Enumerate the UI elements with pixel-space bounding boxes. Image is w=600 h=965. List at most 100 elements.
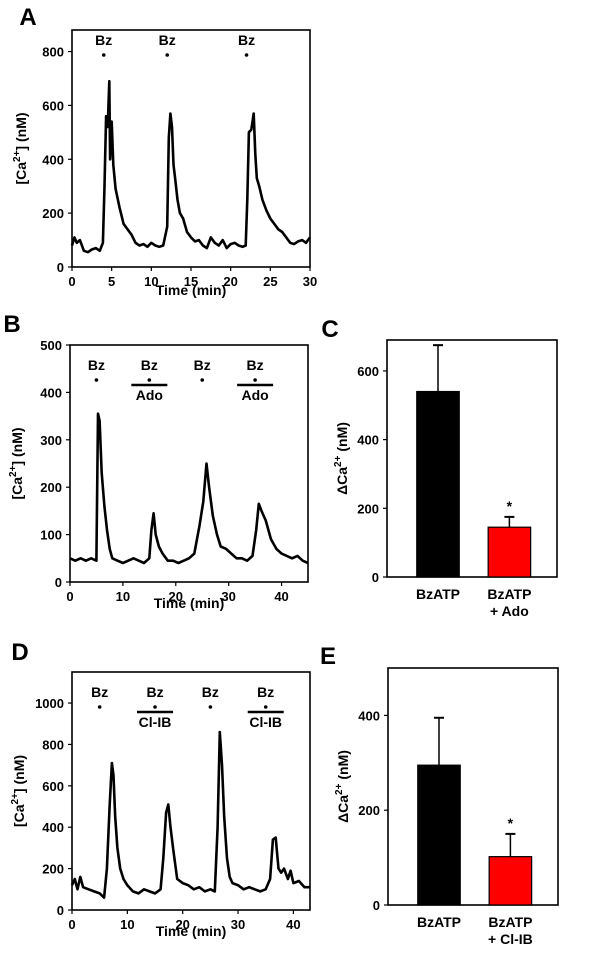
y-tick-label: 0 — [372, 570, 379, 585]
stimulus-dot — [94, 378, 99, 382]
stimulus-label: Bz — [194, 357, 211, 373]
x-tick-label: 30 — [221, 589, 235, 604]
stimulus-dot — [253, 378, 257, 382]
stimulus-dot — [101, 53, 106, 57]
calcium-trace — [70, 730, 310, 899]
y-tick-label: 300 — [40, 433, 62, 448]
stimulus-dot — [208, 705, 213, 709]
y-axis-label-superscript: 2+ — [12, 150, 23, 162]
y-axis-label-part: ΔCa — [334, 467, 350, 495]
y-axis-label-part: ] (nM) — [11, 755, 27, 793]
x-tick-label: 0 — [68, 917, 75, 932]
stimulus-label: Bz — [146, 684, 163, 700]
y-tick-label: 400 — [42, 152, 64, 167]
stimulus-dot — [97, 705, 102, 709]
y-tick-label: 600 — [42, 779, 64, 794]
treatment-label: Cl-IB — [249, 714, 282, 730]
panel-label: C — [321, 316, 338, 343]
x-tick-label: 15 — [184, 274, 198, 289]
stimulus-dot — [165, 53, 169, 57]
panel-label: B — [3, 311, 20, 338]
y-axis-label-part: [Ca — [9, 477, 25, 500]
plot-frame — [69, 344, 309, 583]
stimulus-label: Bz — [88, 357, 105, 373]
x-tick-label: 0 — [68, 274, 75, 289]
x-tick-label: 40 — [274, 589, 288, 604]
x-axis-label: Time (min) — [156, 923, 227, 939]
x-tick-label: 25 — [263, 274, 277, 289]
y-tick-label: 400 — [40, 385, 62, 400]
stimulus-label: Bz — [159, 32, 176, 48]
plot-frame — [386, 339, 558, 578]
stimulus-dot — [263, 705, 268, 709]
stimulus-label: Bz — [247, 357, 264, 373]
treatment-label: Ado — [242, 387, 269, 403]
panel-label: E — [320, 643, 336, 670]
y-axis-label-part: ] (nM) — [13, 112, 29, 150]
plot-frame — [71, 29, 311, 268]
y-axis-label-part: (nM) — [334, 422, 350, 455]
y-axis-label-superscript: 2+ — [10, 793, 21, 805]
x-axis-label: Time (min) — [154, 595, 225, 611]
y-tick-label: 400 — [358, 708, 380, 723]
calcium-trace — [70, 79, 312, 254]
plot-frame — [71, 671, 311, 911]
stimulus-label: Bz — [257, 684, 274, 700]
x-tick-label: 30 — [231, 917, 245, 932]
x-axis-label: Time (min) — [156, 282, 227, 298]
y-tick-label: 200 — [358, 803, 380, 818]
y-tick-label: 0 — [57, 903, 64, 918]
stimulus-dot — [244, 53, 249, 57]
y-tick-label: 200 — [42, 862, 64, 877]
y-tick-label: 1000 — [35, 696, 64, 711]
y-tick-label: 600 — [357, 364, 379, 379]
bar — [417, 764, 461, 906]
panel-label: D — [11, 639, 28, 666]
panel-label: A — [19, 4, 36, 31]
category-label: BzATP — [488, 914, 532, 930]
y-axis-label-part: [Ca — [11, 804, 27, 827]
y-tick-label: 800 — [42, 45, 64, 60]
y-tick-label: 0 — [57, 260, 64, 275]
y-axis-label: [Ca2+] (nM) — [10, 755, 27, 827]
x-tick-label: 30 — [303, 274, 317, 289]
stimulus-label: Bz — [202, 684, 219, 700]
y-axis-label-part: ] (nM) — [9, 427, 25, 465]
x-tick-label: 10 — [144, 274, 158, 289]
calcium-trace — [69, 412, 309, 565]
panel-a: A 0 200 400 600 800 0 5 10 15 20 25 30 Time (min) [Ca2… — [12, 4, 317, 298]
panel-d: D 0 200 400 600 800 1000 0 10 20 30 40 Time (min) [Ca… — [10, 639, 311, 939]
bar — [487, 526, 532, 578]
x-tick-label: 5 — [108, 274, 115, 289]
y-tick-label: 400 — [42, 820, 64, 835]
x-tick-label: 10 — [120, 917, 134, 932]
y-tick-label: 800 — [42, 737, 64, 752]
bar — [488, 856, 533, 906]
y-tick-label: 200 — [40, 480, 62, 495]
y-axis-label: ΔCa2+ (nM) — [333, 422, 350, 495]
y-axis-label: ΔCa2+ (nM) — [334, 750, 351, 823]
category-label: BzATP — [487, 586, 531, 602]
y-axis-label-part: ΔCa — [335, 795, 351, 823]
x-tick-label: 40 — [286, 917, 300, 932]
y-tick-label: 500 — [40, 338, 62, 353]
significance-marker: * — [507, 498, 513, 514]
category-label: BzATP — [416, 586, 460, 602]
y-axis-label-superscript: 2+ — [8, 465, 19, 477]
stimulus-label: Bz — [238, 32, 255, 48]
y-axis-label: [Ca2+] (nM) — [8, 427, 25, 499]
stimulus-dot — [153, 705, 157, 709]
y-axis-label-superscript: 2+ — [333, 455, 344, 467]
treatment-label: Ado — [136, 387, 163, 403]
y-axis-label-part: (nM) — [335, 750, 351, 783]
y-tick-label: 400 — [357, 433, 379, 448]
y-tick-label: 0 — [373, 898, 380, 913]
y-tick-label: 0 — [55, 575, 62, 590]
stimulus-dot — [147, 378, 152, 382]
category-label: + Ado — [490, 603, 529, 619]
category-label: + Cl-IB — [488, 931, 533, 947]
y-tick-label: 600 — [42, 98, 64, 113]
